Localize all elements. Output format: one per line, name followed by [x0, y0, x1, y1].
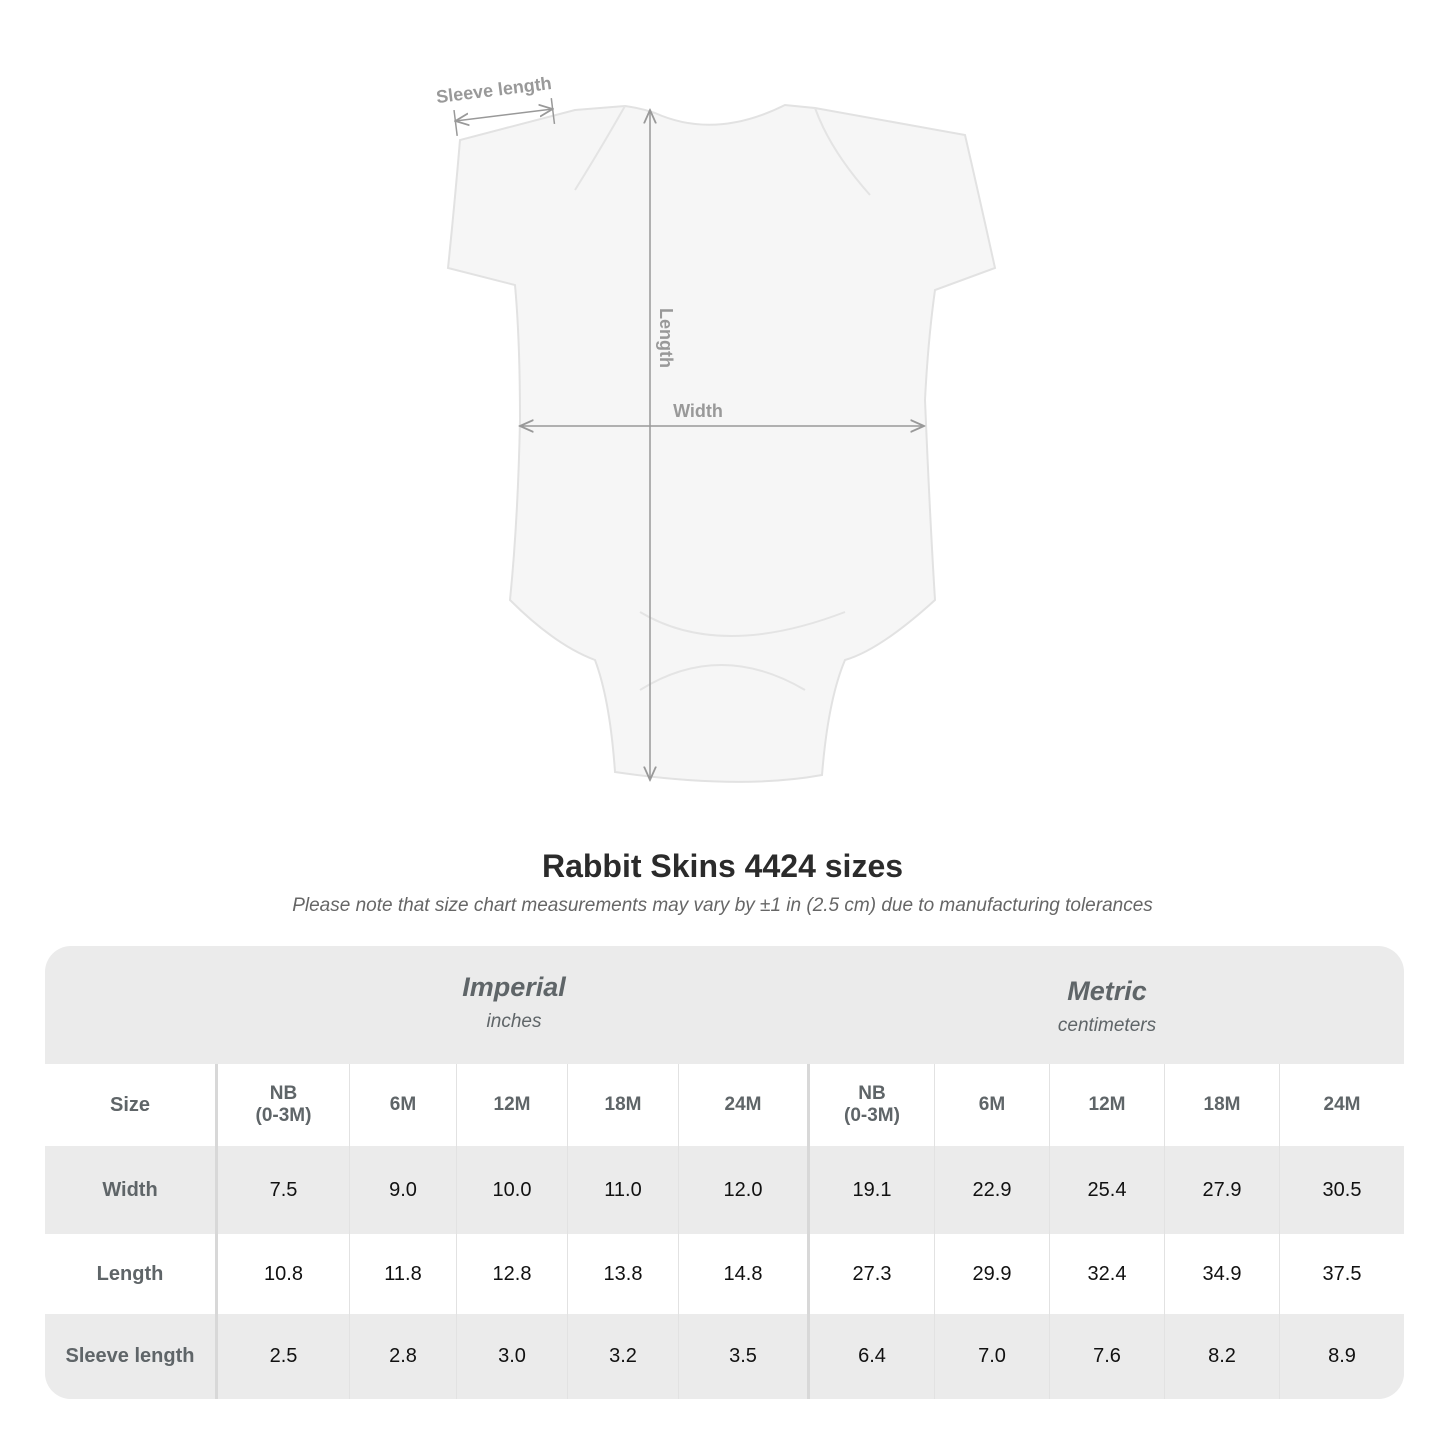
table-cell: 22.9: [935, 1146, 1050, 1234]
length-label: Length: [656, 308, 676, 368]
imperial-title: Imperial: [462, 972, 566, 1002]
table-row: Sleeve length 2.5 2.8 3.0 3.2 3.5 6.4 7.0 7.6 8.2…: [45, 1314, 1404, 1399]
tolerance-note: Please note that size chart measurements…: [292, 895, 1153, 916]
table-cell: 3.5: [679, 1314, 810, 1399]
metric-unit: centimeters: [1057, 1015, 1157, 1036]
table-cell: 32.4: [1050, 1234, 1165, 1314]
size-column-header: 18M: [568, 1064, 679, 1146]
table-cell: 30.5: [1322, 1178, 1362, 1201]
table-cell: 27.3: [810, 1234, 935, 1314]
table-cell: 7.5: [218, 1146, 350, 1234]
row-label: Size: [45, 1064, 218, 1146]
size-table: Imperial inches Metric centimeters Size N…: [45, 946, 1404, 1399]
width-label: Width: [673, 401, 723, 421]
table-cell: 37.5: [1322, 1262, 1362, 1285]
table-cell: 14.8: [679, 1234, 810, 1314]
table-cell: 7.6: [1050, 1314, 1165, 1399]
table-cell: 2.5: [218, 1314, 350, 1399]
table-cell: 27.9: [1165, 1146, 1280, 1234]
table-cell: 11.0: [568, 1146, 679, 1234]
size-column-header: 12M: [1050, 1064, 1165, 1146]
size-column-header: 18M: [1165, 1064, 1280, 1146]
table-cell: 7.0: [935, 1314, 1050, 1399]
table-cell: 8.9: [1328, 1345, 1356, 1367]
size-column-header: NB (0-3M): [218, 1064, 350, 1146]
table-cell: 12.0: [679, 1146, 810, 1234]
size-column-header: 6M: [935, 1064, 1050, 1146]
onesie-image: [446, 103, 997, 783]
metric-title: Metric: [1067, 976, 1147, 1006]
table-cell: 19.1: [810, 1146, 935, 1234]
table-cell: 6.4: [810, 1314, 935, 1399]
table-cell: 10.8: [218, 1234, 350, 1314]
table-cell: 12.8: [457, 1234, 568, 1314]
sleeve-measure-line: [455, 109, 552, 121]
sleeve-length-label: Sleeve length: [435, 73, 553, 107]
size-column-header: 24M: [1323, 1094, 1361, 1115]
table-row: Length 10.8 11.8 12.8 13.8 14.8 27.3 29.9 32.4 34…: [45, 1234, 1404, 1314]
size-column-header: 6M: [350, 1064, 457, 1146]
row-label: Width: [45, 1146, 218, 1234]
table-cell: 2.8: [350, 1314, 457, 1399]
onesie-diagram: Sleeve length Length Width: [435, 73, 997, 783]
table-cell: 3.0: [457, 1314, 568, 1399]
metric-header: Metric centimeters: [810, 946, 1404, 1064]
table-cell: 3.2: [568, 1314, 679, 1399]
size-column-header: NB (0-3M): [810, 1064, 935, 1146]
table-cell: 29.9: [935, 1234, 1050, 1314]
table-cell: 25.4: [1050, 1146, 1165, 1234]
size-column-header: 24M: [679, 1064, 810, 1146]
imperial-header: Imperial inches: [218, 946, 810, 1064]
row-label: Sleeve length: [45, 1314, 218, 1399]
table-cell: 34.9: [1165, 1234, 1280, 1314]
table-cell: 10.0: [457, 1146, 568, 1234]
page-title: Rabbit Skins 4424 sizes: [541, 848, 904, 884]
table-cell: 13.8: [568, 1234, 679, 1314]
table-cell: 11.8: [350, 1234, 457, 1314]
size-header-row: Size NB (0-3M) 6M 12M 18M 24M NB (0-3M) 6M 12M 18…: [45, 1064, 1404, 1146]
table-cell: 8.2: [1165, 1314, 1280, 1399]
row-label: Length: [45, 1234, 218, 1314]
table-row: Width 7.5 9.0 10.0 11.0 12.0 19.1 22.9 25.4 27.9 3…: [45, 1146, 1404, 1234]
imperial-unit: inches: [486, 1011, 542, 1032]
table-cell: 9.0: [350, 1146, 457, 1234]
size-column-header: 12M: [457, 1064, 568, 1146]
